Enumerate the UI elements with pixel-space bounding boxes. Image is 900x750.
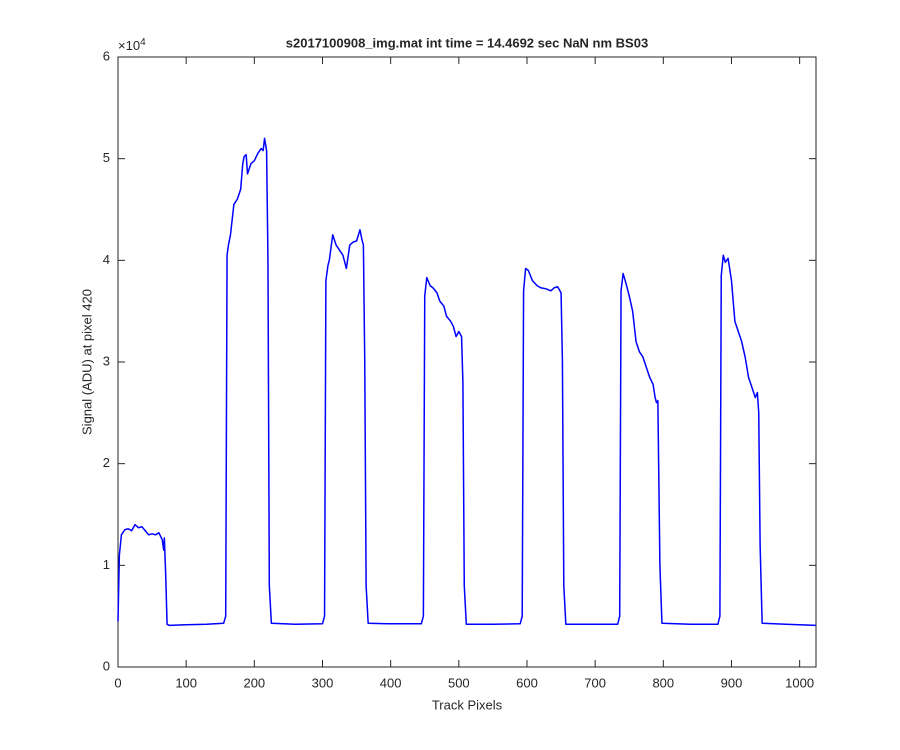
y-tick-label: 0 <box>103 658 110 673</box>
y-exponent-base: ×10 <box>118 38 140 53</box>
x-tick-label: 700 <box>584 675 606 690</box>
y-exponent-power: 4 <box>140 37 146 48</box>
y-tick-label: 4 <box>103 252 110 267</box>
plot-box <box>117 56 817 668</box>
x-tick-label: 600 <box>516 675 538 690</box>
y-axis-label: Signal (ADU) at pixel 420 <box>79 289 94 435</box>
x-tick-label: 500 <box>448 675 470 690</box>
x-tick-label: 300 <box>312 675 334 690</box>
chart-title: s2017100908_img.mat int time = 14.4692 s… <box>286 35 648 50</box>
x-tick-label: 200 <box>243 675 265 690</box>
y-exponent: ×104 <box>118 37 146 54</box>
x-tick-label: 1000 <box>785 675 814 690</box>
x-tick-label: 100 <box>175 675 197 690</box>
y-tick-label: 2 <box>103 455 110 470</box>
y-tick-label: 1 <box>103 557 110 572</box>
x-tick-label: 0 <box>114 675 121 690</box>
x-tick-label: 800 <box>652 675 674 690</box>
y-tick-label: 6 <box>103 48 110 63</box>
x-axis-label: Track Pixels <box>432 697 503 712</box>
y-tick-label: 3 <box>103 353 110 368</box>
signal-line <box>117 137 817 627</box>
y-tick-label: 5 <box>103 150 110 165</box>
x-tick-label: 900 <box>721 675 743 690</box>
x-tick-label: 400 <box>380 675 402 690</box>
